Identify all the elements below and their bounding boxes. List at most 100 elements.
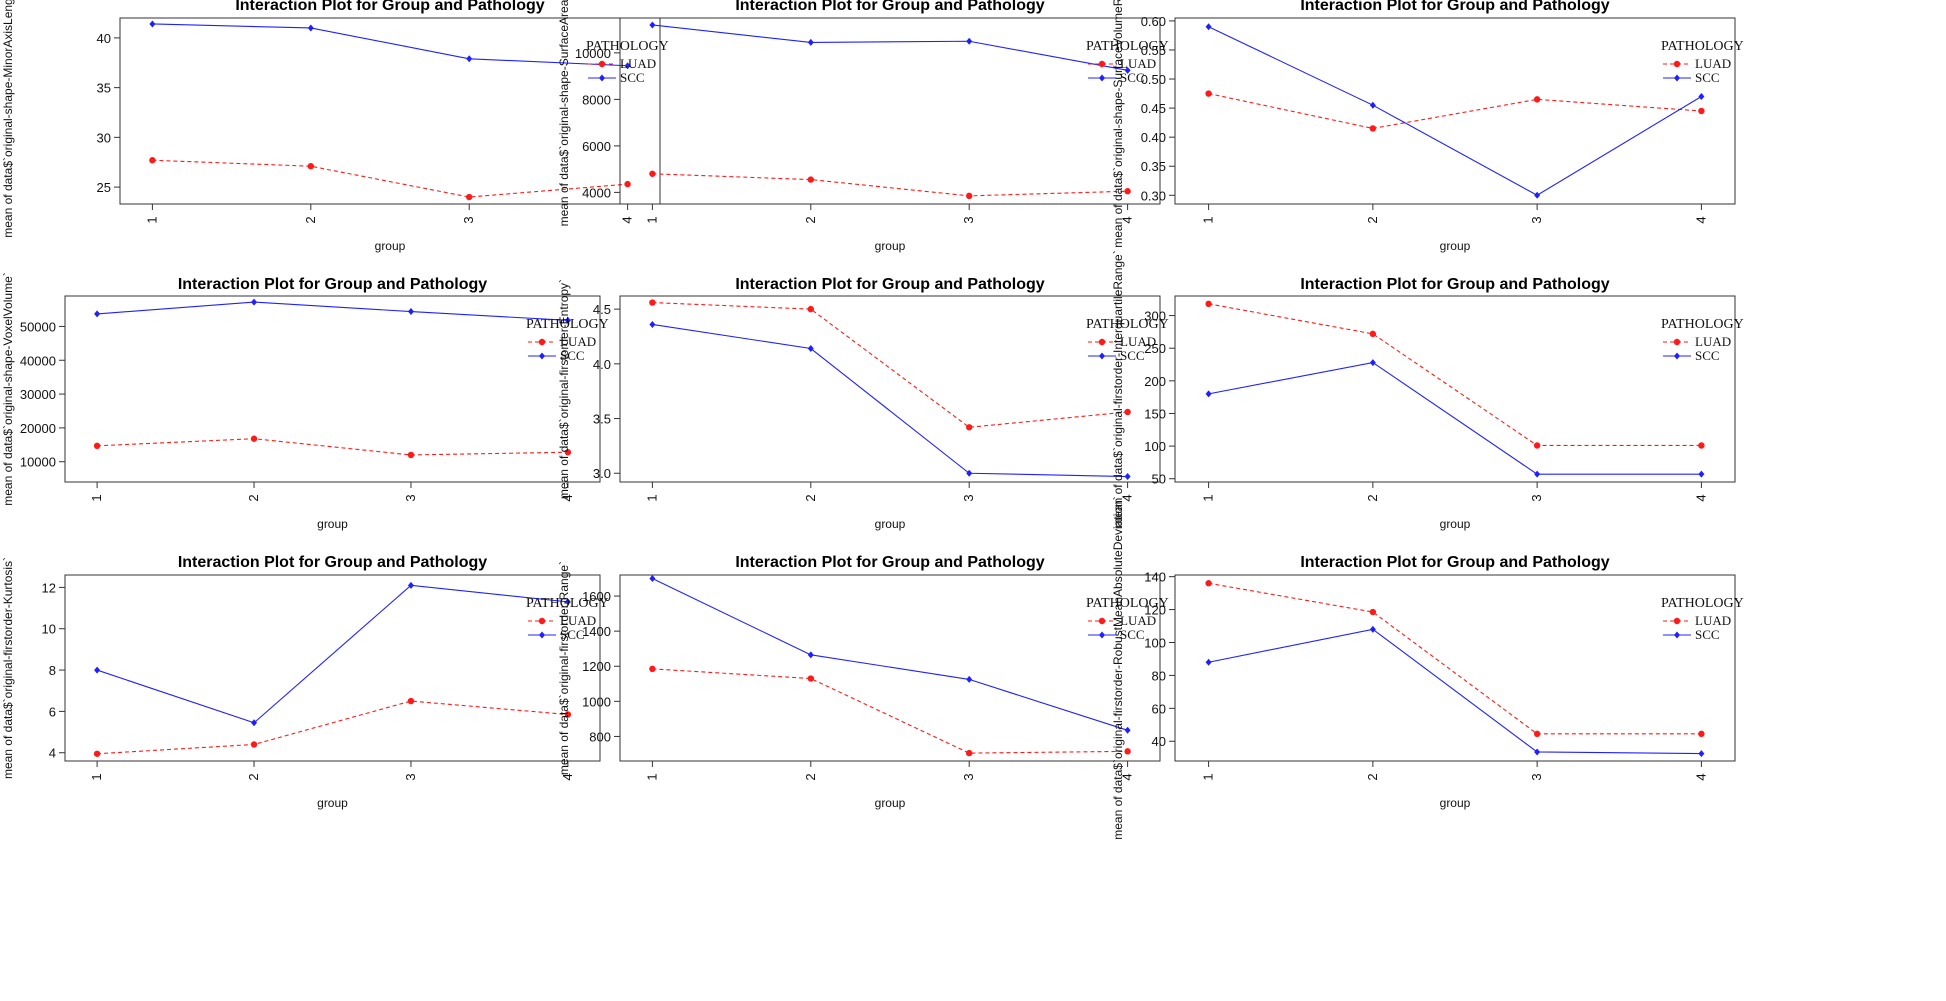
- data-point-scc: [1698, 750, 1705, 758]
- plot-frame: [1174, 574, 1736, 762]
- legend-marker-luad: [1098, 338, 1106, 346]
- legend-marker-luad: [1098, 60, 1106, 68]
- plot-frame: [1174, 17, 1736, 205]
- y-tick-label: 30000: [20, 387, 56, 402]
- x-tick-label: 1: [144, 216, 159, 223]
- x-tick-label: 2: [246, 494, 261, 501]
- data-point-luad: [624, 180, 631, 188]
- legend-label-scc: SCC: [560, 627, 585, 642]
- x-tick-label: 2: [803, 216, 818, 223]
- chart-title: Interaction Plot for Group and Pathology: [735, 276, 1044, 293]
- x-tick-label: 2: [303, 216, 318, 223]
- legend-marker-scc: [1674, 74, 1680, 82]
- legend-marker-luad: [1673, 338, 1681, 346]
- data-point-luad: [466, 193, 473, 201]
- data-point-luad: [649, 665, 656, 673]
- x-tick-label: 2: [803, 773, 818, 780]
- chart-panel-7: Interaction Plot for Group and Pathology…: [1, 554, 609, 810]
- y-tick-label: 0.40: [1141, 130, 1166, 145]
- data-point-luad: [1369, 330, 1377, 338]
- data-point-scc: [251, 298, 258, 306]
- y-tick-label: 1200: [582, 659, 611, 674]
- series-line-luad: [1208, 93, 1702, 129]
- legend-label-scc: SCC: [1695, 627, 1720, 642]
- data-point-luad: [1698, 442, 1705, 449]
- data-point-luad: [407, 451, 415, 459]
- legend-marker-luad: [598, 60, 606, 68]
- data-point-luad: [1205, 90, 1212, 97]
- legend-label-luad: LUAD: [1695, 334, 1731, 349]
- y-tick-label: 140: [1144, 570, 1166, 585]
- y-tick-label: 12: [42, 580, 56, 595]
- legend-label-scc: SCC: [1695, 70, 1720, 85]
- x-tick-label: 3: [403, 773, 418, 780]
- x-tick-label: 4: [1693, 773, 1708, 780]
- data-point-scc: [149, 20, 156, 28]
- x-axis-label: group: [317, 517, 348, 531]
- series-line-scc: [1208, 26, 1702, 196]
- chart-title: Interaction Plot for Group and Pathology: [235, 0, 544, 14]
- data-point-luad: [1369, 608, 1377, 616]
- x-tick-label: 1: [644, 216, 659, 223]
- legend-label-scc: SCC: [1120, 348, 1145, 363]
- data-point-luad: [807, 176, 814, 183]
- legend-title: PATHOLOGY: [526, 317, 609, 332]
- chart-panel-4: Interaction Plot for Group and Pathology…: [1, 272, 609, 531]
- legend-label-luad: LUAD: [1120, 56, 1156, 71]
- series-line-luad: [652, 668, 1128, 754]
- data-point-scc: [94, 310, 101, 318]
- legend-title: PATHOLOGY: [1086, 39, 1169, 54]
- x-tick-label: 3: [961, 773, 976, 780]
- chart-title: Interaction Plot for Group and Pathology: [178, 276, 487, 293]
- x-tick-label: 1: [89, 494, 104, 501]
- plot-frame: [619, 295, 1161, 483]
- y-tick-label: 40000: [20, 353, 56, 368]
- x-tick-label: 4: [1120, 494, 1135, 501]
- y-tick-label: 10: [42, 622, 56, 637]
- data-point-scc: [1369, 359, 1376, 367]
- series-line-scc: [97, 301, 568, 321]
- legend-label-luad: LUAD: [560, 613, 596, 628]
- x-tick-label: 4: [1120, 773, 1135, 780]
- data-point-luad: [966, 424, 973, 431]
- x-axis-label: group: [375, 239, 406, 253]
- plot-frame: [1174, 295, 1736, 483]
- x-axis-label: group: [317, 796, 348, 810]
- y-tick-label: 200: [1144, 374, 1166, 389]
- data-point-luad: [1698, 730, 1705, 738]
- legend-label-luad: LUAD: [1695, 613, 1731, 628]
- data-point-luad: [649, 299, 656, 306]
- data-point-scc: [94, 666, 101, 674]
- data-point-luad: [1124, 748, 1131, 755]
- data-point-luad: [307, 163, 314, 170]
- data-point-scc: [1124, 473, 1131, 481]
- data-point-luad: [1369, 125, 1377, 132]
- legend-title: PATHOLOGY: [1661, 596, 1744, 611]
- y-tick-label: 0.45: [1141, 101, 1166, 116]
- y-tick-label: 150: [1144, 406, 1166, 421]
- x-tick-label: 4: [620, 216, 635, 223]
- data-point-scc: [1205, 390, 1212, 398]
- series-line-luad: [97, 700, 568, 755]
- x-axis-label: group: [875, 517, 906, 531]
- legend-marker-luad: [538, 338, 546, 346]
- y-tick-label: 8: [49, 663, 56, 678]
- x-tick-label: 3: [1529, 773, 1544, 780]
- data-point-luad: [1533, 96, 1541, 103]
- y-tick-label: 35: [97, 81, 111, 96]
- legend-label-scc: SCC: [560, 348, 585, 363]
- x-tick-label: 2: [1365, 773, 1380, 780]
- data-point-luad: [966, 192, 973, 200]
- data-point-scc: [407, 581, 414, 589]
- data-point-luad: [407, 697, 415, 705]
- y-tick-label: 3.5: [593, 412, 611, 427]
- data-point-scc: [251, 719, 258, 727]
- chart-title: Interaction Plot for Group and Pathology: [1300, 276, 1609, 293]
- data-point-scc: [649, 575, 656, 583]
- legend-marker-scc: [539, 352, 545, 360]
- data-point-luad: [93, 750, 101, 757]
- x-axis-label: group: [875, 796, 906, 810]
- series-line-scc: [652, 578, 1128, 731]
- x-tick-label: 2: [246, 773, 261, 780]
- data-point-scc: [1698, 470, 1705, 478]
